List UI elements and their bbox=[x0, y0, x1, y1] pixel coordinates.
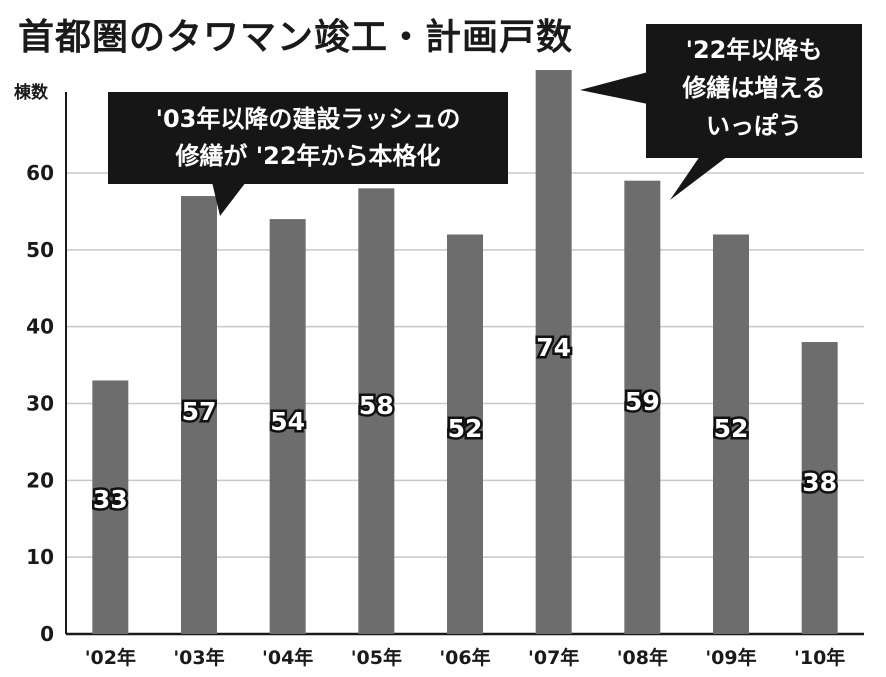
callout-pointer-2b bbox=[670, 156, 728, 200]
x-tick-label-6: '08年 bbox=[617, 646, 668, 669]
callout-pointer-2a bbox=[580, 72, 648, 104]
x-tick-label-3: '05年 bbox=[351, 646, 402, 669]
x-tick-label-4: '06年 bbox=[439, 646, 490, 669]
data-label-3: 58 bbox=[359, 391, 394, 420]
y-tick-label-1: 10 bbox=[26, 545, 54, 569]
x-tick-label-1: '03年 bbox=[173, 646, 224, 669]
x-tick-label-8: '10年 bbox=[794, 646, 845, 669]
y-tick-label-2: 20 bbox=[26, 468, 54, 492]
bar-7 bbox=[713, 234, 749, 634]
callout-pointer-1 bbox=[212, 182, 246, 216]
bar-5 bbox=[535, 70, 572, 634]
x-tick-label-7: '09年 bbox=[705, 646, 756, 669]
bar-1 bbox=[181, 196, 217, 635]
y-axis-label: 棟数 bbox=[14, 83, 48, 103]
data-label-7: 52 bbox=[714, 414, 749, 443]
data-label-1: 57 bbox=[182, 397, 217, 426]
y-tick-label-5: 50 bbox=[26, 238, 54, 262]
data-label-2: 54 bbox=[270, 407, 305, 436]
chart-title: 首都圏のタワマン竣工・計画戸数 bbox=[18, 17, 574, 58]
data-label-5: 74 bbox=[536, 333, 571, 362]
data-label-4: 52 bbox=[448, 414, 483, 443]
x-tick-label-2: '04年 bbox=[262, 646, 313, 669]
y-tick-label-3: 30 bbox=[26, 392, 54, 416]
data-label-0: 33 bbox=[93, 485, 128, 514]
bar-0 bbox=[92, 380, 129, 634]
callout-1-line-1: 修繕が '22年から本格化 bbox=[174, 142, 440, 170]
bar-3 bbox=[358, 188, 395, 634]
callout-2-line-0: '22年以降も bbox=[686, 36, 823, 64]
y-tick-label-6: 60 bbox=[26, 161, 54, 185]
y-tick-label-4: 40 bbox=[26, 315, 54, 339]
callout-2-line-2: いっぽう bbox=[706, 112, 802, 140]
x-tick-label-0: '02年 bbox=[85, 646, 136, 669]
data-label-6: 59 bbox=[625, 387, 660, 416]
x-tick-label-5: '07年 bbox=[528, 646, 579, 669]
bar-8 bbox=[801, 342, 838, 634]
callout-box-1 bbox=[108, 92, 508, 184]
callout-box-2 bbox=[646, 24, 862, 158]
callout-1-line-0: '03年以降の建設ラッシュの bbox=[156, 105, 461, 133]
callout-2-line-1: 修繕は増える bbox=[681, 74, 825, 102]
y-tick-label-0: 0 bbox=[40, 622, 54, 646]
bar-4 bbox=[447, 234, 483, 634]
bar-6 bbox=[624, 180, 661, 634]
bar-2 bbox=[269, 219, 306, 634]
data-label-8: 38 bbox=[802, 468, 837, 497]
